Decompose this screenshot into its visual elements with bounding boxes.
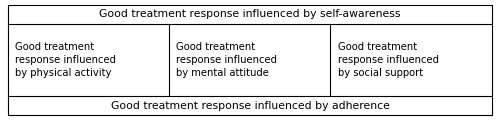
Text: Good treatment response influenced by self-awareness: Good treatment response influenced by se… (99, 9, 401, 19)
Text: Good treatment
response influenced
by social support: Good treatment response influenced by so… (338, 42, 438, 78)
Text: Good treatment
response influenced
by physical activity: Good treatment response influenced by ph… (15, 42, 116, 78)
Text: Good treatment response influenced by adherence: Good treatment response influenced by ad… (110, 101, 390, 111)
Text: Good treatment
response influenced
by mental attitude: Good treatment response influenced by me… (176, 42, 278, 78)
